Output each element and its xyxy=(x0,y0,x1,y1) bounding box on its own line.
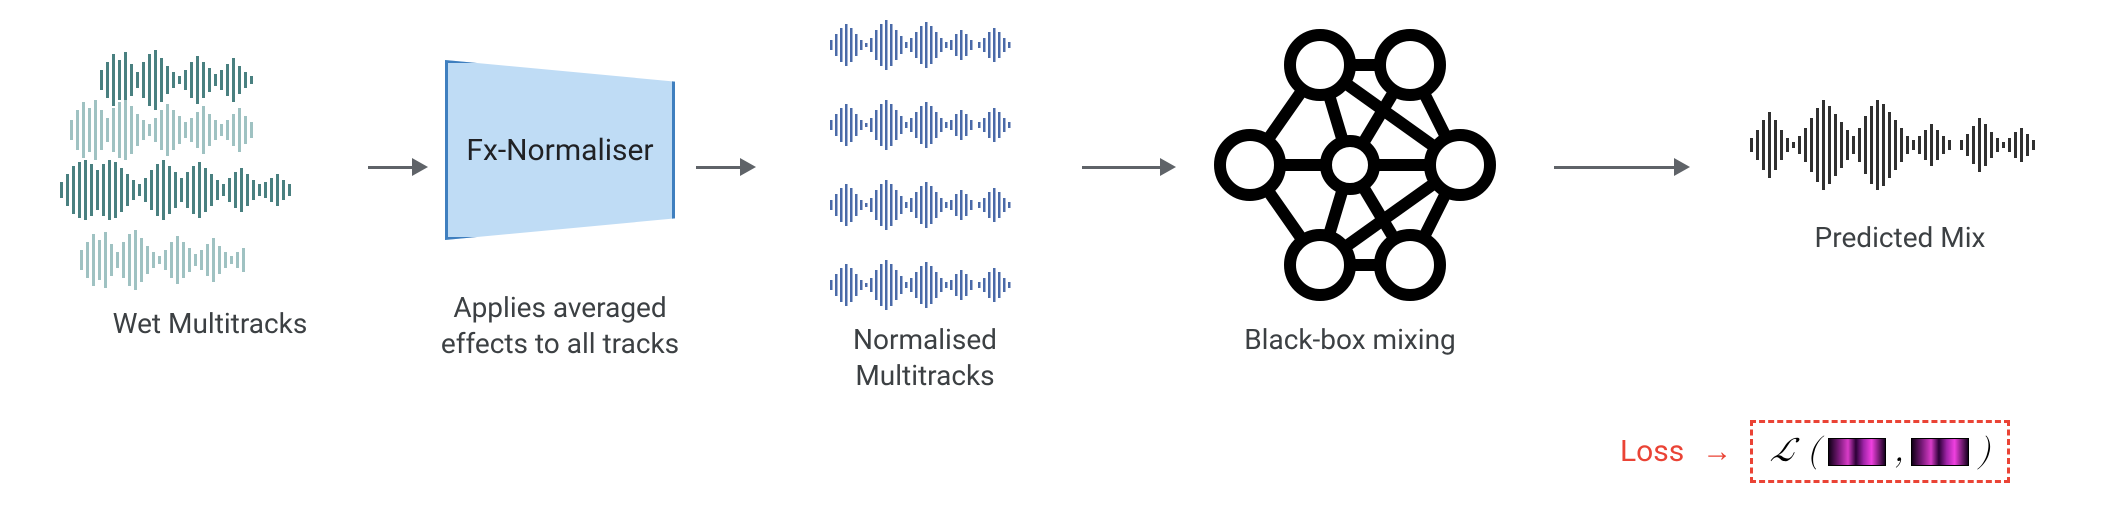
predicted-mix-stage: Predicted Mix xyxy=(1740,100,2060,256)
arrow-1 xyxy=(368,158,428,176)
pred-label: Predicted Mix xyxy=(1815,220,1986,256)
normalised-multitracks-stage: Normalised Multitracks xyxy=(790,20,1060,395)
arrow-4 xyxy=(1554,158,1690,176)
arrow-2 xyxy=(696,158,756,176)
fx-normaliser-stage: Fx-Normaliser Applies averaged effects t… xyxy=(430,60,690,363)
spectrogram-icon-2 xyxy=(1911,438,1969,466)
spectrogram-icon-1 xyxy=(1828,438,1886,466)
fx-label: Applies averaged effects to all tracks xyxy=(430,290,690,363)
neural-network-stage: Black-box mixing xyxy=(1190,20,1510,358)
loss-formula-box: ℒ ( , ) xyxy=(1750,420,2009,483)
loss-label: Loss xyxy=(1620,434,1684,469)
neural-network-icon xyxy=(1200,20,1500,310)
loss-formula-prefix: ℒ ( xyxy=(1769,431,1820,472)
wet-waveforms xyxy=(60,30,360,294)
wet-label: Wet Multitracks xyxy=(113,306,308,342)
norm-waveforms xyxy=(810,20,1040,310)
fx-box-text: Fx-Normaliser xyxy=(466,133,653,168)
nn-label: Black-box mixing xyxy=(1244,322,1456,358)
norm-label: Normalised Multitracks xyxy=(790,322,1060,395)
loss-formula-suffix: ) xyxy=(1977,431,1990,472)
wet-multitracks-stage: Wet Multitracks xyxy=(60,30,360,342)
loss-row: Loss → ℒ ( , ) xyxy=(1620,420,2010,483)
loss-formula-mid: , xyxy=(1894,431,1903,472)
predicted-waveform xyxy=(1750,100,2050,190)
fx-trapezoid: Fx-Normaliser xyxy=(445,60,675,240)
loss-arrow-icon: → xyxy=(1702,434,1732,469)
arrow-3 xyxy=(1082,158,1176,176)
